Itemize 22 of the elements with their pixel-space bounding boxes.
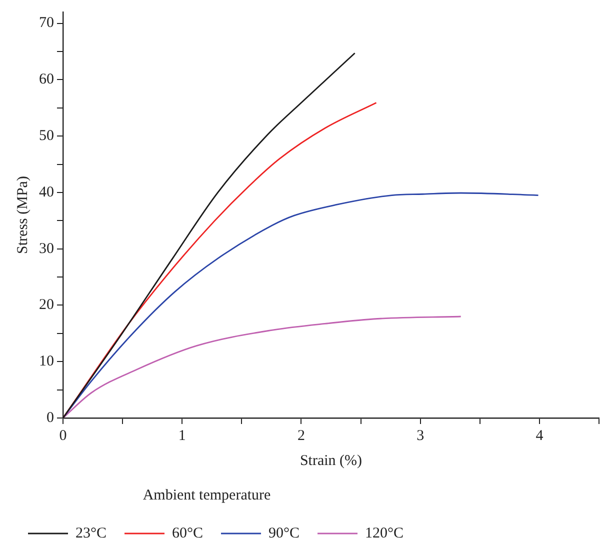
legend-label: 23°C <box>76 525 107 542</box>
legend-label: 60°C <box>172 525 204 542</box>
y-tick-label: 50 <box>39 128 54 144</box>
x-axis-title: Strain (%) <box>300 452 362 469</box>
y-tick-label: 0 <box>46 410 54 426</box>
legend-title: Ambient temperature <box>142 487 272 504</box>
y-tick-label: 10 <box>39 354 54 370</box>
line-series <box>63 316 462 418</box>
y-tick-label: 70 <box>39 15 54 32</box>
y-tick-label: 20 <box>39 297 54 314</box>
x-tick-label: 3 <box>416 428 424 444</box>
y-tick-label: 60 <box>39 72 54 88</box>
x-tick-label: 2 <box>297 428 305 444</box>
x-tick-label: 4 <box>536 428 544 444</box>
y-tick-label: 40 <box>39 184 54 200</box>
x-tick-label: 0 <box>59 428 67 444</box>
legend-label: 90°C <box>268 525 300 542</box>
y-axis-title: Stress (MPa) <box>14 176 31 254</box>
y-tick-label: 30 <box>39 240 54 257</box>
line-series <box>63 192 539 418</box>
legend-label: 120°C <box>365 525 404 542</box>
x-tick-label: 1 <box>178 428 186 444</box>
